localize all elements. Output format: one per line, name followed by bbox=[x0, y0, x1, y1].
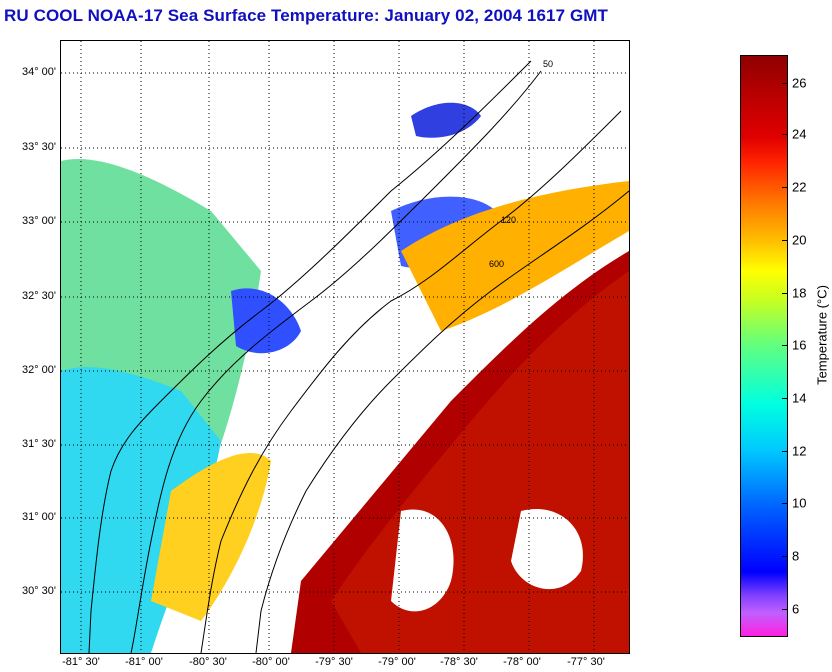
graticule bbox=[61, 41, 629, 653]
colorbar-tick-mark bbox=[782, 134, 787, 135]
contour-label-600: 600 bbox=[489, 259, 504, 269]
colorbar-tick-mark bbox=[782, 293, 787, 294]
colorbar-tick-mark bbox=[782, 503, 787, 504]
colorbar-tick-mark bbox=[782, 345, 787, 346]
colorbar-tick-mark bbox=[782, 451, 787, 452]
nearshore-cyan-water bbox=[61, 367, 221, 653]
contour-label-50: 50 bbox=[543, 59, 553, 69]
isobath-50 bbox=[130, 70, 542, 653]
lon-label-81-30: -81° 30' bbox=[62, 656, 100, 668]
colorbar-label: Temperature (°C) bbox=[814, 285, 830, 385]
lon-label-78-00: -78° 00' bbox=[503, 656, 541, 668]
lat-label-31-30: 31° 30' bbox=[21, 438, 56, 450]
lat-label-34-00: 34° 00' bbox=[21, 66, 56, 78]
colorbar-tick-26: 26 bbox=[792, 75, 807, 91]
colorbar-tick-mark bbox=[782, 240, 787, 241]
colorbar-tick-8: 8 bbox=[792, 548, 800, 564]
isobath-600 bbox=[255, 190, 629, 653]
colorbar-tick-12: 12 bbox=[792, 443, 807, 459]
colorbar-tick-6: 6 bbox=[792, 601, 800, 617]
cloud-mask-inner-shelf bbox=[271, 221, 368, 511]
lon-label-78-30: -78° 30' bbox=[440, 656, 478, 668]
colorbar-tick-16: 16 bbox=[792, 337, 807, 353]
colorbar-tick-10: 10 bbox=[792, 495, 807, 511]
lon-label-79-30: -79° 30' bbox=[315, 656, 353, 668]
lat-label-32-00: 32° 00' bbox=[21, 364, 56, 376]
lat-label-32-30: 32° 30' bbox=[21, 290, 56, 302]
isobath-120 bbox=[200, 110, 622, 653]
colorbar-tick-mark bbox=[782, 609, 787, 610]
sst-map[interactable]: 50 120 600 bbox=[60, 40, 630, 654]
lat-label-33-00: 33° 00' bbox=[21, 215, 56, 227]
colorbar-tick-20: 20 bbox=[792, 232, 807, 248]
contour-label-120: 120 bbox=[501, 215, 516, 225]
colorbar-tick-mark bbox=[782, 398, 787, 399]
colorbar-tick-mark bbox=[782, 556, 787, 557]
colorbar-tick-18: 18 bbox=[792, 285, 807, 301]
lat-label-30-30: 30° 30' bbox=[21, 585, 56, 597]
lat-label-31-00: 31° 00' bbox=[21, 511, 56, 523]
lon-label-79-00: -79° 00' bbox=[378, 656, 416, 668]
lat-label-33-30: 33° 30' bbox=[21, 141, 56, 153]
sst-map-canvas: 50 120 600 bbox=[61, 41, 629, 653]
coastline bbox=[88, 60, 532, 653]
mid-shelf-warm-band bbox=[401, 181, 629, 331]
colorbar-tick-mark bbox=[782, 187, 787, 188]
lon-label-77-30: -77° 30' bbox=[567, 656, 605, 668]
lon-label-80-30: -80° 30' bbox=[189, 656, 227, 668]
map-title: RU COOL NOAA-17 Sea Surface Temperature:… bbox=[4, 6, 609, 25]
colorbar-tick-14: 14 bbox=[792, 390, 807, 406]
colorbar-tick-24: 24 bbox=[792, 126, 807, 142]
lon-label-81-00: -81° 00' bbox=[125, 656, 163, 668]
cloud-mask-south bbox=[391, 509, 454, 612]
colorbar-tick-mark bbox=[782, 83, 787, 84]
lon-label-80-00: -80° 00' bbox=[252, 656, 290, 668]
temperature-colorbar bbox=[740, 55, 788, 637]
colorbar-tick-22: 22 bbox=[792, 179, 807, 195]
gulf-stream-core bbox=[331, 271, 629, 653]
blue-cold-patch bbox=[231, 288, 301, 354]
